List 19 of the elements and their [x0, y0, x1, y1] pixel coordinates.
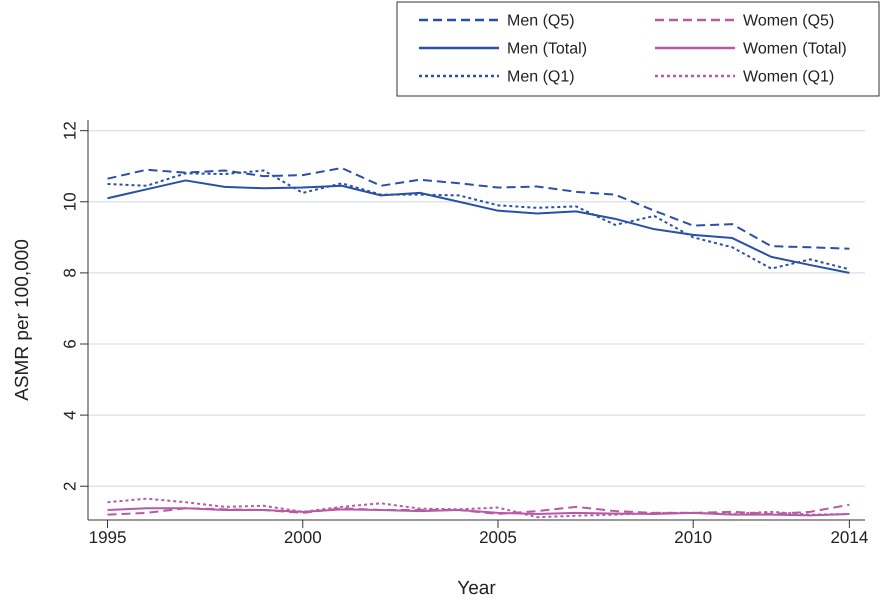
x-tick-label: 1995: [88, 528, 126, 548]
x-tick-label: 2014: [830, 528, 868, 548]
y-tick-label: 6: [60, 339, 80, 349]
legend-label: Men (Total): [507, 40, 588, 58]
y-tick-label: 4: [60, 410, 80, 420]
legend-label: Men (Q1): [507, 68, 575, 86]
y-tick-label: 10: [60, 192, 80, 212]
y-tick-label: 12: [60, 121, 80, 140]
x-tick-label: 2010: [674, 528, 712, 548]
y-axis-title: ASMR per 100,000: [12, 239, 33, 401]
legend-label: Women (Total): [743, 40, 847, 58]
legend-label: Men (Q5): [507, 12, 575, 30]
x-tick-label: 2000: [284, 528, 322, 548]
legend-label: Women (Q1): [743, 68, 834, 86]
x-axis-title: Year: [457, 578, 496, 599]
y-tick-label: 8: [60, 268, 80, 278]
y-tick-label: 2: [60, 481, 80, 491]
legend-label: Women (Q5): [743, 12, 834, 30]
x-tick-label: 2005: [479, 528, 517, 548]
